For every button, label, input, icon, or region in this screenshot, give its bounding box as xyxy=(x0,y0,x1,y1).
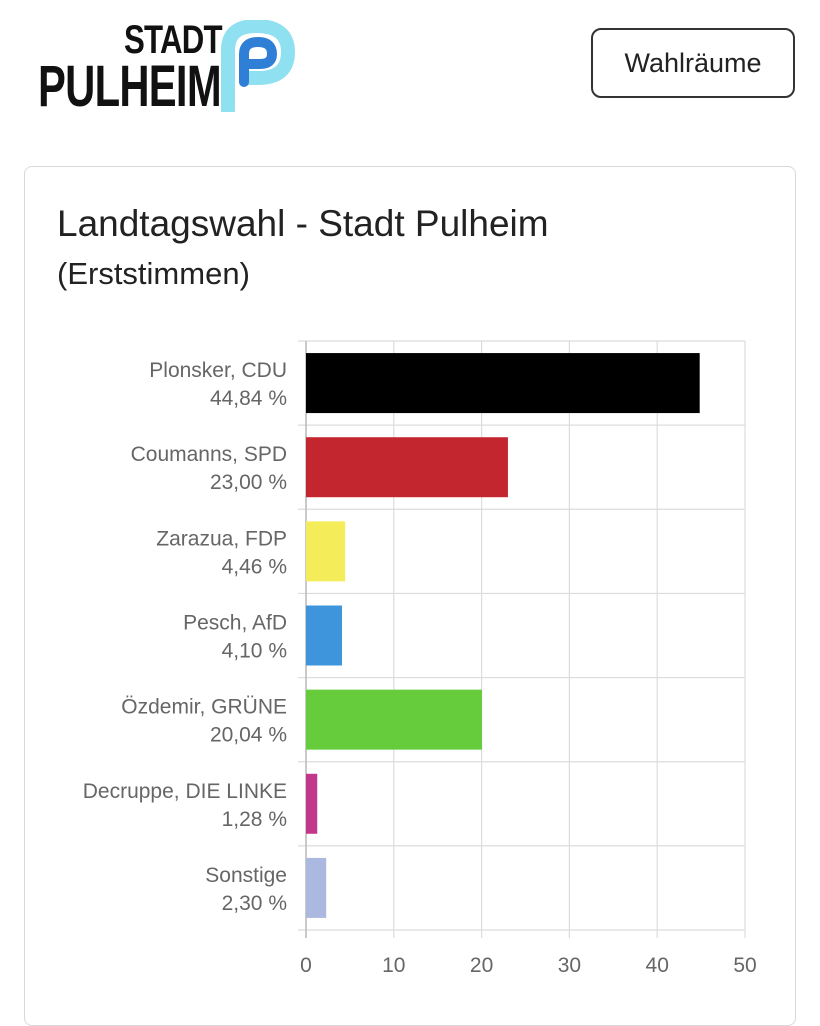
category-value-label: 4,46 % xyxy=(222,555,287,578)
x-tick-label: 20 xyxy=(470,954,493,977)
stadt-pulheim-logo[interactable]: STADT PULHEIM xyxy=(38,18,308,118)
category-name-label: Plonsker, CDU xyxy=(149,359,287,382)
category-value-label: 1,28 % xyxy=(222,808,287,831)
chart-title: Landtagswahl - Stadt Pulheim xyxy=(57,203,549,244)
bar-4 xyxy=(306,605,342,666)
category-value-label: 23,00 % xyxy=(210,471,287,494)
category-name-label: Sonstige xyxy=(205,864,287,887)
results-card xyxy=(24,166,796,1026)
category-value-label: 44,84 % xyxy=(210,387,287,410)
bar-1 xyxy=(306,353,700,414)
category-name-label: Zarazua, FDP xyxy=(156,527,287,550)
election-bar-chart: Plonsker, CDU 44,84 % Coumanns, SPD 23,00 %… xyxy=(83,340,757,977)
bars xyxy=(306,353,700,918)
bar-5 xyxy=(306,689,482,750)
x-tick-label: 30 xyxy=(558,954,581,977)
category-value-label: 2,30 % xyxy=(222,892,287,915)
wahlraeume-button[interactable]: Wahlräume xyxy=(591,28,795,98)
category-value-label: 20,04 % xyxy=(210,724,287,747)
bar-3 xyxy=(306,521,346,582)
category-name-label: Pesch, AfD xyxy=(183,612,287,635)
x-tick-label: 40 xyxy=(646,954,669,977)
page-header: STADT PULHEIM Wahlräume xyxy=(0,0,820,140)
grid-lines xyxy=(298,340,746,938)
bar-6 xyxy=(306,773,318,834)
x-axis-ticks: 0 10 20 30 40 50 xyxy=(300,954,757,977)
x-tick-label: 0 xyxy=(300,954,312,977)
chart-subtitle: (Erststimmen) xyxy=(57,256,250,291)
category-name-label: Decruppe, DIE LINKE xyxy=(83,780,287,803)
logo-text-stadt: STADT xyxy=(124,18,223,62)
category-name-label: Coumanns, SPD xyxy=(131,443,287,466)
category-name-label: Özdemir, GRÜNE xyxy=(121,696,287,719)
logo-text-pulheim: PULHEIM xyxy=(38,54,222,119)
x-tick-label: 10 xyxy=(382,954,405,977)
pulheim-p-logo-icon xyxy=(221,20,296,112)
bar-2 xyxy=(306,437,508,498)
category-labels: Plonsker, CDU 44,84 % Coumanns, SPD 23,00 %… xyxy=(83,359,287,915)
category-value-label: 4,10 % xyxy=(222,640,287,663)
x-tick-label: 50 xyxy=(733,954,756,977)
bar-7 xyxy=(306,857,327,918)
